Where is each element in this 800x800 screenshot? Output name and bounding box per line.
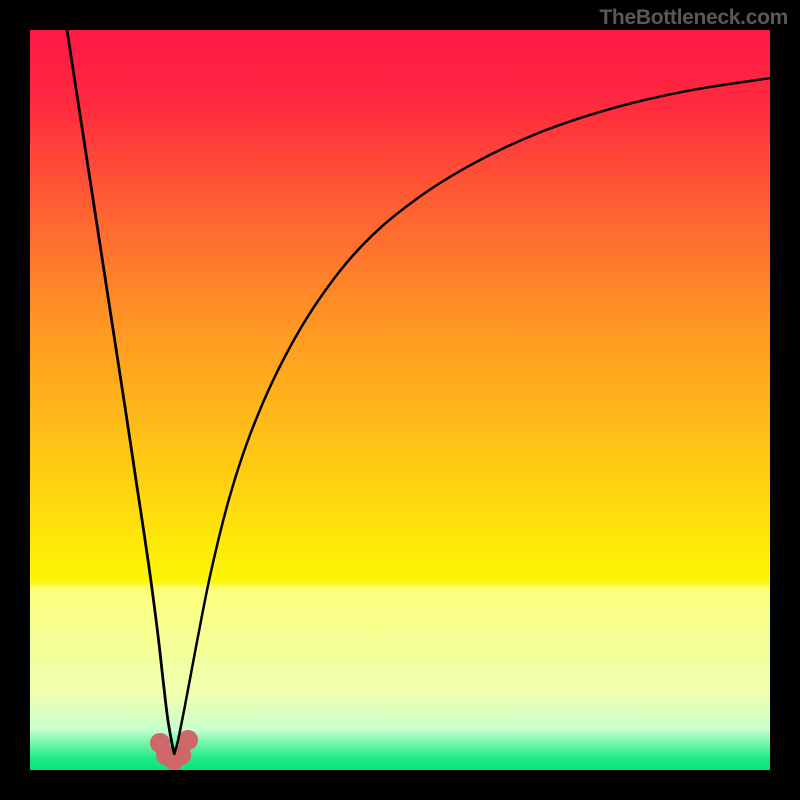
curve-left xyxy=(67,30,174,754)
curve-right xyxy=(174,78,770,754)
watermark-text: TheBottleneck.com xyxy=(599,6,788,30)
plot-area xyxy=(30,30,770,770)
curve-layer xyxy=(30,30,770,770)
